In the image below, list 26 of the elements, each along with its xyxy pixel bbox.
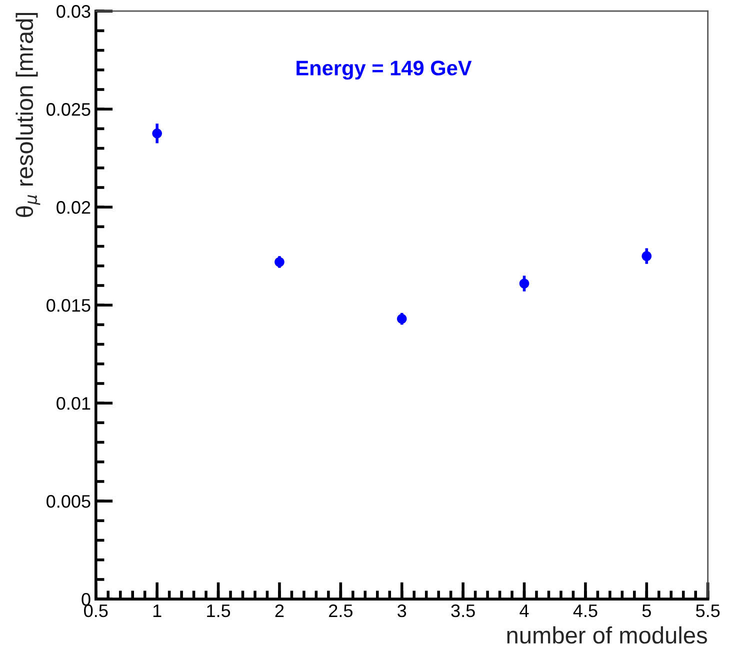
y-tick-label: 0 [82, 593, 90, 606]
x-tick-label: 1.5 [207, 604, 230, 618]
y-axis-title: θ$_{μ}$ resolution [mrad] [16, 12, 40, 217]
x-tick-label: 5 [642, 604, 651, 618]
point [274, 257, 284, 267]
point [396, 314, 407, 324]
point [519, 278, 530, 288]
x-tick-label: 2.5 [329, 604, 352, 618]
y-tick-label: 0.01 [56, 397, 90, 410]
x-axis-title: number of modules [507, 626, 708, 644]
y-tick-label: 0.005 [46, 495, 90, 508]
y-tick-label: 0.03 [56, 5, 90, 18]
x-tick-label: 0.5 [84, 604, 108, 618]
annotation: Energy = 149 GeV [296, 60, 472, 80]
point [152, 128, 162, 138]
y-tick-label: 0.025 [46, 103, 90, 116]
x-tick-label: 3.5 [451, 604, 475, 618]
y-tick-label: 0.02 [56, 201, 90, 214]
y-tick-label: 0.015 [46, 299, 90, 312]
x-tick-label: 1 [153, 604, 162, 618]
point [642, 251, 652, 262]
x-tick-label: 5.5 [696, 604, 720, 618]
x-tick-label: 4.5 [573, 604, 598, 618]
x-tick-label: 2 [275, 604, 284, 618]
x-tick-label: 4 [520, 604, 529, 618]
x-tick-label: 3 [398, 604, 406, 618]
